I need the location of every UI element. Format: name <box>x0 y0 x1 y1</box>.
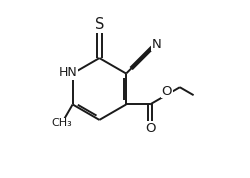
Text: O: O <box>162 85 172 98</box>
Text: CH₃: CH₃ <box>52 118 72 128</box>
Text: HN: HN <box>58 66 77 79</box>
Text: O: O <box>145 122 155 135</box>
Text: S: S <box>95 17 104 32</box>
Text: N: N <box>152 38 162 51</box>
